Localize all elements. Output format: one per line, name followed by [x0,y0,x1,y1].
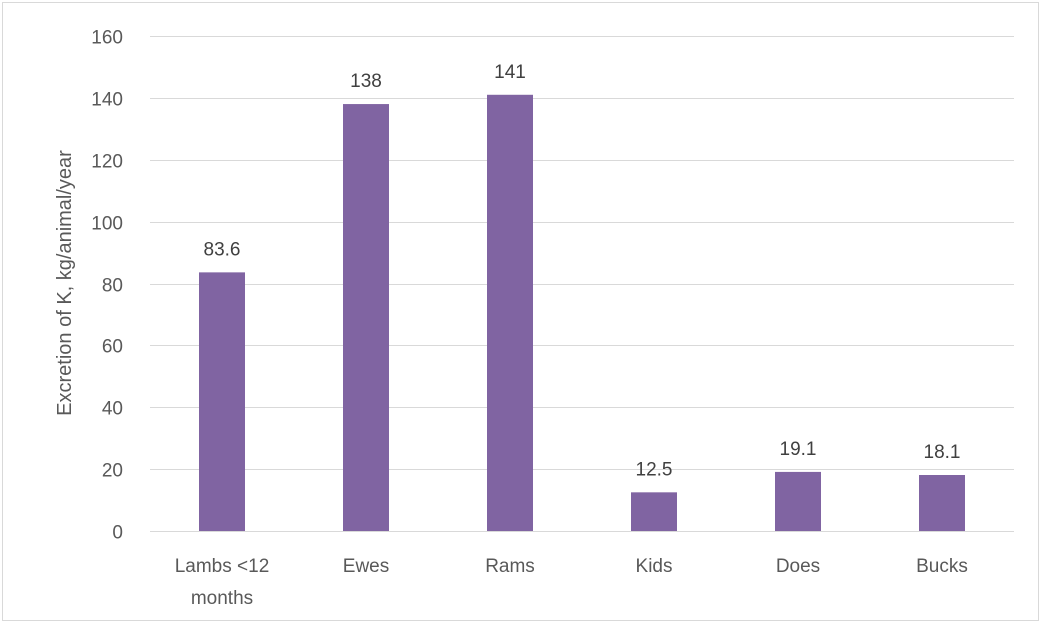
bar-3 [487,94,533,531]
category-label-2: Ewes [343,556,389,577]
y-tick-label-20: 20 [102,461,123,482]
data-label-1: 83.6 [204,239,241,260]
y-tick-label-60: 60 [102,337,123,358]
category-label-line: months [191,588,253,609]
category-label-5: Does [776,556,820,577]
y-tick-label-140: 140 [91,90,123,111]
y-tick-label-100: 100 [91,214,123,235]
category-label-line: Kids [636,556,673,577]
data-label-4: 12.5 [636,459,673,480]
bar-5 [775,471,821,531]
data-label-2: 138 [350,71,382,92]
data-label-3: 141 [494,62,526,83]
data-label-6: 18.1 [924,442,961,463]
y-tick-label-40: 40 [102,399,123,420]
category-label-1: Lambs <12 months [175,556,270,609]
y-tick-label-120: 120 [91,152,123,173]
bar-2 [343,104,389,531]
category-label-line: Ewes [343,556,389,577]
bar-1 [199,272,245,531]
category-label-6: Bucks [916,556,968,577]
category-label-4: Kids [636,556,673,577]
gridlines [150,36,1014,532]
y-tick-label-160: 160 [91,28,123,49]
x-axis-category-labels: Lambs <12 months Ewes Rams Kids Does Bucks [175,556,968,609]
bar-4 [631,492,677,531]
data-label-5: 19.1 [780,439,817,460]
category-label-line: Bucks [916,556,968,577]
y-axis-tick-labels: 0 20 40 60 80 100 120 140 160 [91,28,123,544]
bar-6 [919,475,965,531]
bar-chart: 0 20 40 60 80 100 120 140 160 83.6 138 141 12.5 19.1… [54,28,1014,609]
y-axis-title: Excretion of K, kg/animal/year [54,150,76,416]
category-label-line: Rams [485,556,535,577]
bars [199,94,965,531]
category-label-line: Lambs <12 [175,556,270,577]
data-labels: 83.6 138 141 12.5 19.1 18.1 [204,62,961,481]
chart-frame: 0 20 40 60 80 100 120 140 160 83.6 138 141 12.5 19.1… [2,2,1039,621]
category-label-3: Rams [485,556,535,577]
y-tick-label-80: 80 [102,276,123,297]
category-label-line: Does [776,556,820,577]
y-tick-label-0: 0 [112,523,123,544]
